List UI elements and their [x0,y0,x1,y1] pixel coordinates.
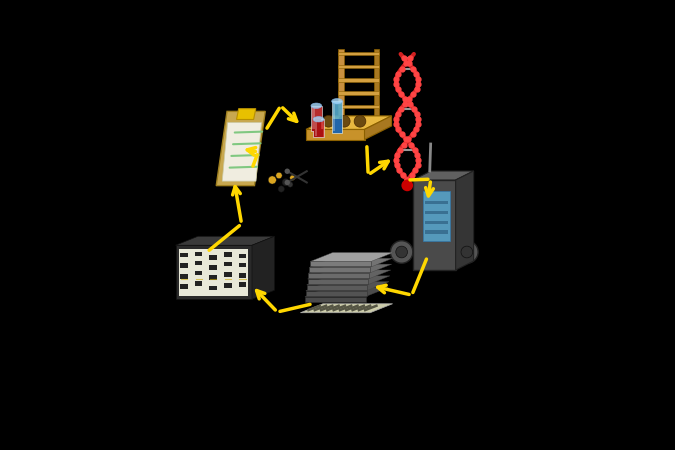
Bar [425,230,448,234]
Bar [238,263,246,267]
Bar [209,286,217,290]
Bar [180,284,188,289]
Circle shape [396,246,408,258]
Polygon shape [308,273,369,278]
Polygon shape [305,288,388,297]
Polygon shape [456,171,474,270]
Bar [333,118,342,133]
Polygon shape [306,285,367,290]
Polygon shape [338,118,379,122]
Bar [425,220,448,224]
Polygon shape [338,78,379,82]
Bar [238,282,246,287]
Polygon shape [374,49,379,129]
Circle shape [390,241,413,263]
Polygon shape [338,49,344,129]
Bar [333,104,335,131]
Circle shape [338,116,350,127]
Circle shape [268,176,276,184]
Polygon shape [176,245,252,299]
Polygon shape [305,297,366,302]
Bar [313,108,315,129]
Bar [194,271,202,275]
Bar [209,255,217,260]
Polygon shape [222,122,261,181]
Circle shape [323,116,334,127]
Ellipse shape [313,117,324,122]
Polygon shape [306,276,390,285]
Circle shape [285,180,290,185]
Ellipse shape [331,99,342,104]
Polygon shape [308,279,369,284]
Ellipse shape [311,103,322,108]
Bar [209,275,217,280]
Bar [331,101,342,133]
Circle shape [276,172,282,179]
Circle shape [456,241,478,263]
Bar [315,121,317,136]
Polygon shape [413,171,474,180]
Bar [224,252,232,257]
Bar [180,263,188,268]
Bar [194,281,202,286]
Bar [311,106,322,130]
Polygon shape [364,116,391,140]
Circle shape [285,169,290,174]
Circle shape [402,180,413,191]
Polygon shape [309,267,370,272]
Bar [224,262,232,266]
Circle shape [461,246,472,258]
Bar [238,254,246,258]
Polygon shape [310,261,371,266]
Polygon shape [308,264,392,273]
Circle shape [282,179,290,186]
Polygon shape [308,270,391,279]
Bar [194,261,202,265]
Polygon shape [216,112,265,185]
Bar [224,283,232,288]
Bar [180,274,188,279]
Bar [180,253,188,257]
Bar [314,129,323,137]
Circle shape [354,116,366,127]
Polygon shape [310,252,394,261]
Polygon shape [252,236,275,299]
Bar [312,119,321,130]
Polygon shape [300,304,393,313]
Bar [194,252,202,256]
Polygon shape [338,91,379,95]
Bar [423,191,450,241]
Bar [425,201,448,204]
Polygon shape [309,258,393,267]
Polygon shape [413,180,456,270]
Circle shape [278,186,284,192]
Polygon shape [176,236,275,245]
Bar [313,119,324,137]
Polygon shape [306,116,392,130]
Bar [238,273,246,278]
Polygon shape [338,52,379,55]
Polygon shape [306,130,365,140]
Bar [179,249,248,296]
Bar [425,211,448,214]
Circle shape [290,175,295,180]
Polygon shape [236,108,256,119]
Polygon shape [338,65,379,68]
Bar [224,272,232,277]
Circle shape [288,182,293,187]
Polygon shape [338,105,379,108]
Bar [209,265,217,270]
Polygon shape [306,282,389,291]
Polygon shape [306,291,367,296]
